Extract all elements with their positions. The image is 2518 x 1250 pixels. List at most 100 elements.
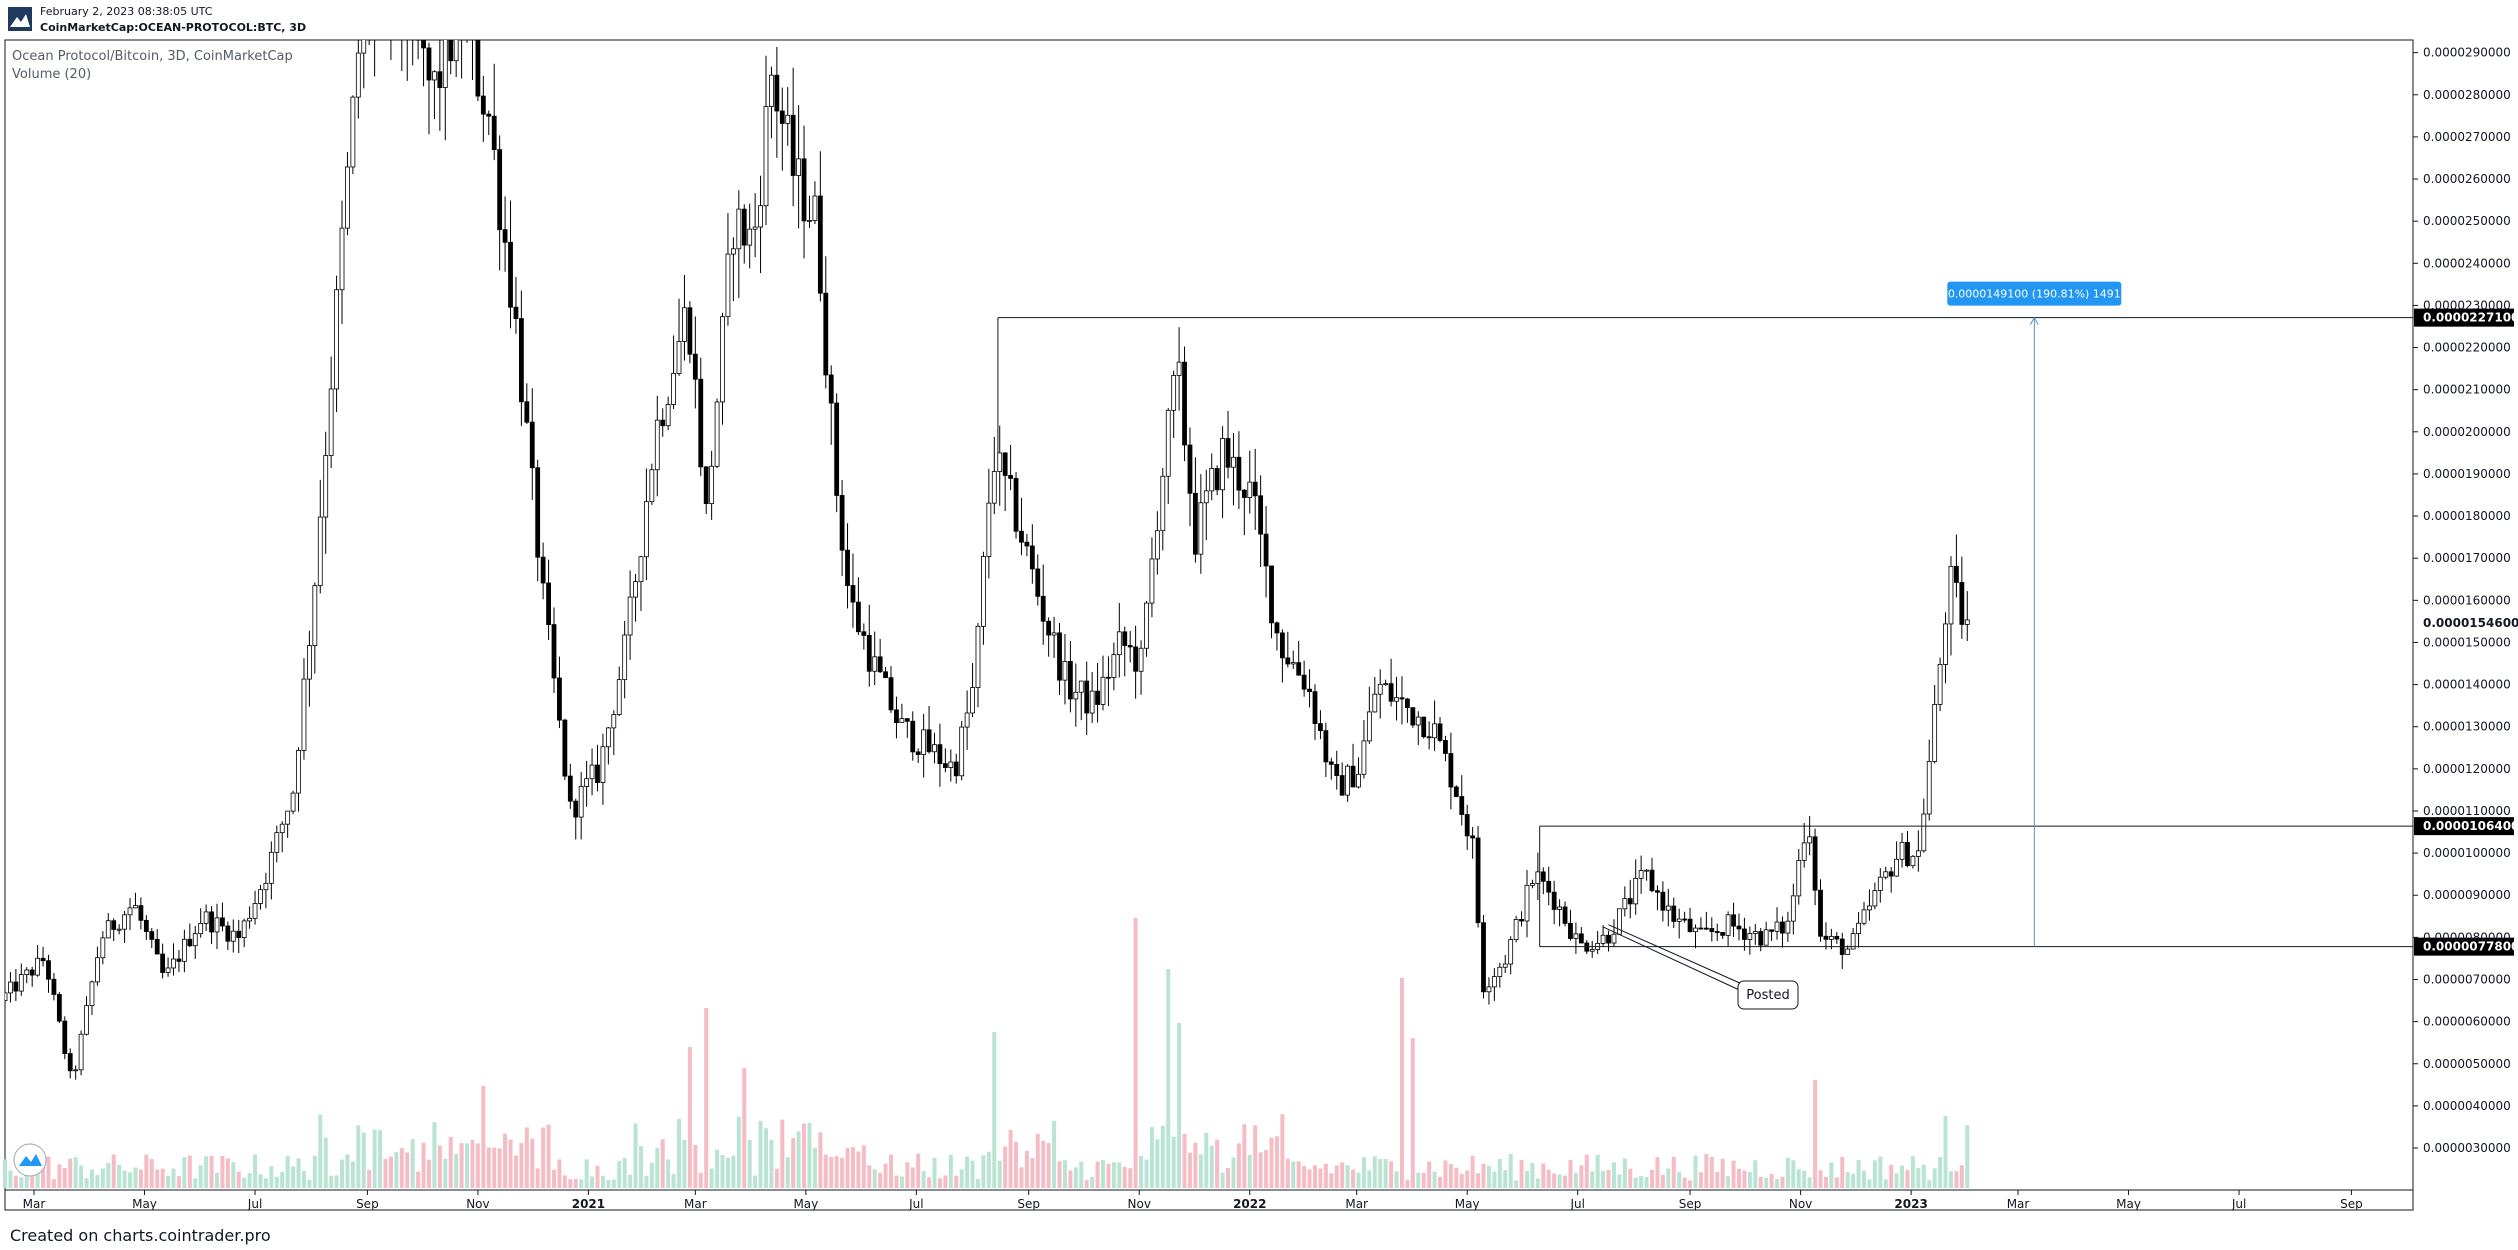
candle-body (1415, 716, 1421, 726)
candle-body (1578, 933, 1584, 944)
candle (350, 95, 356, 175)
candle-body (812, 195, 818, 221)
x-tick-label: Mar (1345, 1197, 1368, 1211)
volume-bar (954, 1175, 959, 1188)
candle-body (828, 374, 834, 404)
x-tick-label: May (1455, 1197, 1480, 1211)
candle-body (475, 40, 481, 97)
volume-bar (1660, 1174, 1665, 1188)
volume-bar (1813, 1080, 1818, 1188)
candle-body (1812, 836, 1818, 891)
volume-bar (1883, 1179, 1888, 1188)
candle (638, 555, 644, 611)
candle-body (1747, 933, 1753, 940)
volume-bar (432, 1122, 437, 1188)
volume-bar (3, 1159, 7, 1188)
candle-body (720, 316, 725, 403)
candle-body (1443, 740, 1448, 754)
time-axis[interactable]: Mar May Jul Sep Nov 2021 Mar May Jul Sep Nov 2022 Ma… (23, 1190, 2363, 1211)
volume-bar (649, 1162, 654, 1188)
volume-bar (225, 1158, 230, 1188)
candle (1214, 465, 1220, 496)
candle (1426, 721, 1432, 750)
candle-body (817, 195, 823, 294)
candle (100, 931, 106, 965)
x-tick-label: Jul (247, 1197, 262, 1211)
candle (258, 884, 263, 910)
candle-body (1252, 481, 1258, 497)
candle (1769, 929, 1774, 941)
candle (1241, 489, 1247, 536)
candle-body (149, 931, 155, 940)
candle (1106, 656, 1111, 707)
volume-bar (1720, 1158, 1725, 1188)
candle-body (644, 501, 649, 558)
candle-body (1078, 680, 1084, 693)
candle (644, 468, 649, 581)
volume-bar (899, 1176, 904, 1188)
volume-bar (1916, 1168, 1921, 1188)
candle (1127, 630, 1133, 663)
volume-bar (1008, 1129, 1013, 1188)
candle (1231, 433, 1236, 506)
volume-bar (1802, 1170, 1807, 1188)
candle (1008, 444, 1013, 491)
candle-body (361, 40, 367, 54)
volume-bar (660, 1139, 665, 1188)
range-top-price-tag: 0.0000106400 (2423, 819, 2518, 833)
callout-box (1737, 980, 1799, 1010)
volume-bar (617, 1160, 622, 1188)
volume-bar (372, 1129, 377, 1188)
candle (1644, 869, 1649, 881)
candle-body (1345, 765, 1351, 796)
candle (801, 125, 807, 259)
candle (524, 383, 530, 425)
candle-body (1448, 753, 1454, 788)
volume-bar (1905, 1170, 1910, 1188)
candle-body (1046, 620, 1052, 636)
candle (1203, 469, 1209, 541)
candle (394, 0, 398, 27)
volume-bar (1046, 1143, 1051, 1188)
candle-body (198, 922, 204, 935)
candle-body (785, 114, 791, 124)
candle-body (1540, 871, 1546, 882)
x-tick-label: Jul (908, 1197, 923, 1211)
candle-body (682, 307, 687, 342)
candle-body (160, 953, 166, 973)
candle-body (714, 401, 720, 467)
candle-body (1497, 966, 1503, 977)
volume-bar (84, 1178, 89, 1188)
range-bottom-price-tag: 0.0000077800 (2423, 940, 2518, 954)
x-tick-label: May (132, 1197, 157, 1211)
candle (1051, 616, 1057, 658)
volume-bar (595, 1165, 600, 1188)
candle (486, 110, 492, 136)
y-tick-label: 0.0000280000 (2423, 88, 2511, 102)
candle-body (1524, 884, 1530, 922)
y-tick-label: 0.0000090000 (2423, 888, 2511, 902)
drawing-overlays[interactable]: 0.0000227100 0.0000106400 0.0000077800 0.00… (997, 281, 2518, 1010)
volume-bars (3, 918, 1970, 1188)
candle-body (1171, 375, 1177, 411)
price-axis[interactable]: 0.0000030000 0.0000040000 0.0000050000 0.00… (2413, 46, 2511, 1155)
volume-bar (552, 1169, 557, 1188)
candle-body (1301, 674, 1307, 690)
candle-body (1133, 646, 1139, 672)
resistance-price-tag: 0.0000227100 (2423, 311, 2518, 325)
volume-bar (1644, 1176, 1649, 1188)
candle (622, 620, 628, 699)
candle (421, 40, 426, 87)
volume-bar (269, 1166, 274, 1188)
candle-body (557, 677, 562, 721)
candle-body (861, 631, 867, 636)
volume-bar (247, 1173, 252, 1188)
candle (406, 40, 408, 81)
candle-body (1649, 869, 1655, 892)
candle-body (660, 419, 666, 427)
candle (915, 748, 921, 764)
candle-body (35, 957, 41, 976)
candle (1546, 866, 1552, 906)
candle (758, 175, 763, 274)
